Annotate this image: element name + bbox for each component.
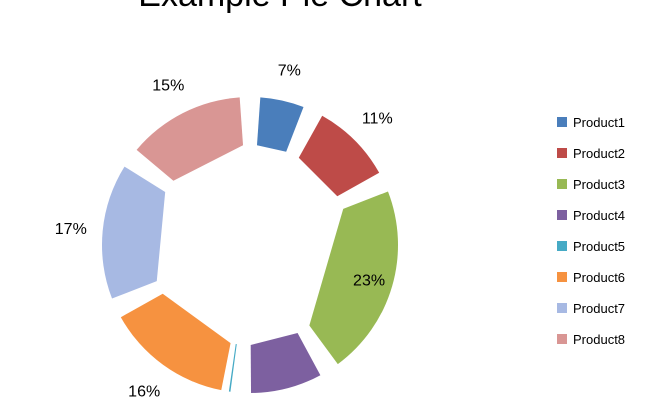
- data-label-product3: 23%: [353, 273, 385, 290]
- data-label-product6: 16%: [128, 384, 160, 400]
- legend-swatch-product7: [557, 303, 567, 313]
- legend-swatch-product2: [557, 148, 567, 158]
- pie-slice-product4: [250, 332, 321, 393]
- pie-slice-product2: [298, 115, 380, 197]
- pie-slice-product5: [228, 343, 237, 392]
- legend-label-product6: Product6: [573, 270, 625, 285]
- data-label-product8: 15%: [152, 78, 184, 95]
- legend-label-product7: Product7: [573, 301, 625, 316]
- legend-swatch-product4: [557, 210, 567, 220]
- legend-swatch-product3: [557, 179, 567, 189]
- legend-label-product2: Product2: [573, 146, 625, 161]
- legend-label-product4: Product4: [573, 208, 625, 223]
- pie-slices: [102, 97, 398, 393]
- legend-label-product3: Product3: [573, 177, 625, 192]
- chart-title: Example Pie Chart: [138, 0, 422, 14]
- legend-swatch-product6: [557, 272, 567, 282]
- pie-slice-product8: [136, 97, 244, 181]
- pie-slice-product1: [256, 97, 304, 152]
- pie-slice-product3: [309, 191, 398, 365]
- data-label-product2: 11%: [362, 111, 393, 128]
- data-label-product1: 7%: [278, 62, 301, 79]
- pie-data-labels: 7% 11% 23% 16% 17% 15%: [55, 62, 393, 400]
- pie-slice-product6: [120, 293, 231, 391]
- legend: Product1 Product2 Product3 Product4 Product5…: [557, 115, 625, 347]
- legend-swatch-product8: [557, 334, 567, 344]
- legend-label-product5: Product5: [573, 239, 625, 254]
- data-label-product7: 17%: [55, 221, 87, 238]
- legend-swatch-product1: [557, 117, 567, 127]
- legend-swatch-product5: [557, 241, 567, 251]
- pie-slice-product7: [102, 166, 166, 299]
- legend-label-product1: Product1: [573, 115, 625, 130]
- legend-label-product8: Product8: [573, 332, 625, 347]
